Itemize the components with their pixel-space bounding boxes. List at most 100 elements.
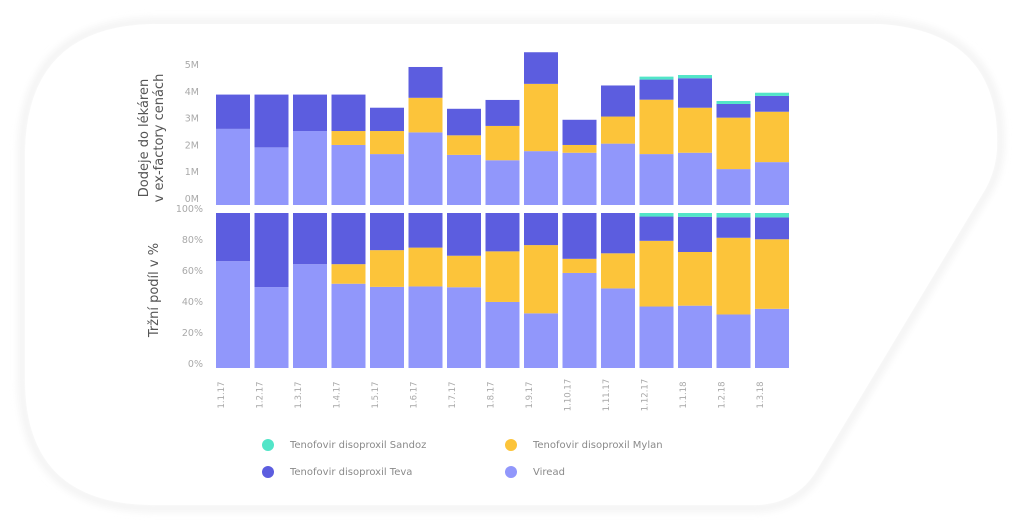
share-segment-viread[interactable]: [254, 287, 289, 368]
share-segment-tenofovir-disoproxil-mylan[interactable]: [562, 258, 597, 273]
share-segment-tenofovir-disoproxil-teva[interactable]: [755, 217, 789, 240]
bar-segment-viread[interactable]: [485, 160, 520, 205]
share-segment-tenofovir-disoproxil-teva[interactable]: [216, 213, 250, 262]
share-segment-viread[interactable]: [293, 264, 327, 368]
bar-segment-tenofovir-disoproxil-mylan[interactable]: [447, 135, 481, 155]
share-segment-tenofovir-disoproxil-teva[interactable]: [408, 213, 443, 248]
bar-segment-tenofovir-disoproxil-teva[interactable]: [716, 103, 751, 118]
bar-segment-tenofovir-disoproxil-mylan[interactable]: [639, 99, 674, 155]
bar-segment-tenofovir-disoproxil-mylan[interactable]: [601, 116, 635, 144]
share-segment-tenofovir-disoproxil-teva[interactable]: [524, 213, 558, 246]
share-segment-viread[interactable]: [678, 305, 712, 368]
share-segment-tenofovir-disoproxil-teva[interactable]: [485, 213, 520, 252]
bar-segment-tenofovir-disoproxil-mylan[interactable]: [524, 83, 558, 152]
share-segment-tenofovir-disoproxil-mylan[interactable]: [601, 253, 635, 289]
share-segment-viread[interactable]: [524, 313, 558, 368]
legend-item-mylan[interactable]: Tenofovir disoproxil Mylan: [505, 436, 663, 454]
share-segment-tenofovir-disoproxil-mylan[interactable]: [447, 255, 481, 288]
share-segment-tenofovir-disoproxil-mylan[interactable]: [716, 237, 751, 315]
share-segment-tenofovir-disoproxil-mylan[interactable]: [485, 251, 520, 302]
bar-segment-viread[interactable]: [447, 154, 481, 205]
bar-segment-tenofovir-disoproxil-teva[interactable]: [678, 78, 712, 108]
share-segment-tenofovir-disoproxil-sandoz[interactable]: [755, 213, 789, 218]
share-segment-tenofovir-disoproxil-teva[interactable]: [639, 216, 674, 241]
share-segment-viread[interactable]: [331, 283, 366, 368]
share-segment-viread[interactable]: [216, 261, 250, 368]
bar-segment-tenofovir-disoproxil-teva[interactable]: [485, 99, 520, 126]
bar-segment-tenofovir-disoproxil-sandoz[interactable]: [639, 76, 674, 80]
bar-segment-tenofovir-disoproxil-mylan[interactable]: [678, 107, 712, 153]
bar-segment-tenofovir-disoproxil-teva[interactable]: [601, 85, 635, 117]
share-segment-tenofovir-disoproxil-mylan[interactable]: [524, 245, 558, 314]
bar-segment-viread[interactable]: [293, 131, 327, 205]
bar-segment-tenofovir-disoproxil-teva[interactable]: [408, 66, 443, 98]
bar-segment-tenofovir-disoproxil-teva[interactable]: [755, 95, 789, 112]
share-segment-tenofovir-disoproxil-mylan[interactable]: [639, 240, 674, 307]
bar-segment-tenofovir-disoproxil-teva[interactable]: [370, 107, 404, 132]
bar-segment-tenofovir-disoproxil-teva[interactable]: [562, 119, 597, 145]
bar-segment-tenofovir-disoproxil-teva[interactable]: [447, 108, 481, 136]
bar-segment-tenofovir-disoproxil-mylan[interactable]: [331, 131, 366, 145]
share-segment-viread[interactable]: [562, 272, 597, 368]
share-segment-viread[interactable]: [485, 301, 520, 368]
bar-segment-tenofovir-disoproxil-teva[interactable]: [293, 94, 327, 132]
share-segment-tenofovir-disoproxil-teva[interactable]: [678, 216, 712, 252]
share-segment-viread[interactable]: [370, 286, 404, 368]
bar-segment-viread[interactable]: [601, 143, 635, 205]
share-segment-tenofovir-disoproxil-sandoz[interactable]: [716, 213, 751, 218]
share-segment-tenofovir-disoproxil-sandoz[interactable]: [678, 213, 712, 217]
legend-item-sandoz[interactable]: Tenofovir disoproxil Sandoz: [262, 436, 426, 454]
share-segment-tenofovir-disoproxil-teva[interactable]: [447, 213, 481, 256]
share-segment-tenofovir-disoproxil-teva[interactable]: [293, 213, 327, 265]
share-segment-tenofovir-disoproxil-teva[interactable]: [601, 213, 635, 254]
bar-segment-viread[interactable]: [331, 144, 366, 205]
share-segment-tenofovir-disoproxil-teva[interactable]: [254, 213, 289, 288]
bar-segment-tenofovir-disoproxil-mylan[interactable]: [485, 125, 520, 161]
y-tick-label-top: 0M: [185, 194, 199, 205]
share-segment-tenofovir-disoproxil-mylan[interactable]: [755, 239, 789, 309]
share-segment-tenofovir-disoproxil-sandoz[interactable]: [639, 213, 674, 217]
bar-segment-viread[interactable]: [755, 162, 789, 205]
bar-segment-tenofovir-disoproxil-teva[interactable]: [524, 52, 558, 84]
share-segment-tenofovir-disoproxil-mylan[interactable]: [678, 251, 712, 306]
bar-segment-viread[interactable]: [562, 152, 597, 205]
legend-item-teva[interactable]: Tenofovir disoproxil Teva: [262, 463, 412, 481]
share-segment-viread[interactable]: [408, 286, 443, 368]
bar-segment-viread[interactable]: [408, 132, 443, 205]
bar-segment-tenofovir-disoproxil-sandoz[interactable]: [716, 101, 751, 104]
bar-segment-tenofovir-disoproxil-mylan[interactable]: [755, 111, 789, 163]
y-tick-label-top: 1M: [185, 167, 199, 178]
share-segment-tenofovir-disoproxil-mylan[interactable]: [408, 247, 443, 287]
share-segment-viread[interactable]: [755, 308, 789, 368]
share-segment-tenofovir-disoproxil-mylan[interactable]: [370, 250, 404, 287]
bar-segment-tenofovir-disoproxil-mylan[interactable]: [562, 144, 597, 153]
share-segment-tenofovir-disoproxil-teva[interactable]: [331, 213, 366, 265]
share-segment-tenofovir-disoproxil-mylan[interactable]: [331, 264, 366, 284]
bar-segment-viread[interactable]: [639, 154, 674, 205]
bar-segment-tenofovir-disoproxil-mylan[interactable]: [716, 117, 751, 170]
bar-segment-tenofovir-disoproxil-teva[interactable]: [639, 79, 674, 100]
share-segment-tenofovir-disoproxil-teva[interactable]: [370, 213, 404, 251]
bar-segment-tenofovir-disoproxil-sandoz[interactable]: [678, 75, 712, 79]
legend-dot-sandoz-icon: [262, 439, 274, 451]
bar-segment-tenofovir-disoproxil-sandoz[interactable]: [755, 92, 789, 96]
bar-segment-tenofovir-disoproxil-teva[interactable]: [254, 94, 289, 148]
bar-segment-tenofovir-disoproxil-mylan[interactable]: [408, 97, 443, 133]
legend-item-viread[interactable]: Viread: [505, 463, 565, 481]
share-segment-tenofovir-disoproxil-teva[interactable]: [716, 217, 751, 238]
bar-segment-viread[interactable]: [370, 154, 404, 205]
bar-segment-viread[interactable]: [716, 169, 751, 205]
share-segment-viread[interactable]: [447, 287, 481, 368]
bar-segment-tenofovir-disoproxil-teva[interactable]: [331, 94, 366, 132]
share-segment-tenofovir-disoproxil-teva[interactable]: [562, 213, 597, 259]
bar-segment-viread[interactable]: [216, 128, 250, 205]
share-segment-viread[interactable]: [601, 288, 635, 368]
bar-segment-viread[interactable]: [524, 151, 558, 205]
bar-segment-viread[interactable]: [254, 147, 289, 205]
share-segment-viread[interactable]: [716, 314, 751, 368]
share-segment-viread[interactable]: [639, 306, 674, 368]
bar-segment-tenofovir-disoproxil-teva[interactable]: [216, 94, 250, 129]
bar-segment-viread[interactable]: [678, 152, 712, 205]
bar-segment-tenofovir-disoproxil-mylan[interactable]: [370, 131, 404, 155]
